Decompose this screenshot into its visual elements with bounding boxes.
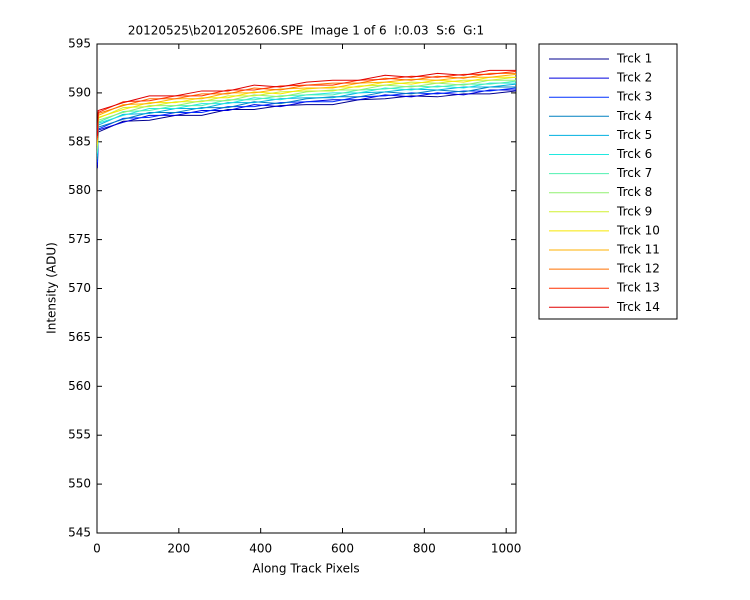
y-tick-label: 575 — [68, 232, 91, 246]
legend-label: Trck 9 — [616, 204, 652, 218]
legend-label: Trck 4 — [616, 109, 652, 123]
legend-label: Trck 7 — [616, 166, 652, 180]
y-tick-label: 550 — [68, 477, 91, 491]
data-line — [96, 80, 517, 152]
chart-title: 20120525\b2012052606.SPE Image 1 of 6 I:… — [128, 24, 484, 38]
x-tick-label: 600 — [331, 542, 354, 556]
legend-label: Trck 12 — [616, 262, 660, 276]
y-tick-label: 560 — [68, 379, 91, 393]
legend-label: Trck 14 — [616, 300, 660, 314]
data-line — [96, 70, 517, 138]
legend-label: Trck 6 — [616, 147, 652, 161]
y-tick-label: 595 — [68, 37, 91, 51]
legend-label: Trck 5 — [616, 128, 652, 142]
legend-label: Trck 11 — [616, 243, 660, 257]
legend-label: Trck 1 — [616, 52, 652, 66]
y-tick-label: 570 — [68, 281, 91, 295]
plot-area — [96, 43, 517, 534]
legend — [538, 43, 678, 320]
y-tick-label: 565 — [68, 330, 91, 344]
data-line — [96, 87, 517, 163]
y-tick-label: 580 — [68, 183, 91, 197]
data-line — [96, 90, 517, 169]
legend-label: Trck 8 — [616, 185, 652, 199]
y-tick-label: 555 — [68, 428, 91, 442]
y-tick-label: 590 — [68, 85, 91, 99]
data-line — [96, 69, 516, 136]
x-tick-label: 400 — [249, 542, 272, 556]
y-axis-label: Intensity (ADU) — [45, 242, 59, 334]
x-tick-label: 1000 — [491, 542, 522, 556]
legend-label: Trck 3 — [616, 90, 652, 104]
x-tick-label: 800 — [413, 542, 436, 556]
x-axis-label: Along Track Pixels — [252, 562, 359, 576]
y-tick-label: 545 — [68, 526, 91, 540]
y-tick-label: 585 — [68, 134, 91, 148]
legend-label: Trck 2 — [616, 71, 652, 85]
x-tick-label: 0 — [93, 542, 101, 556]
legend-label: Trck 10 — [616, 223, 660, 237]
data-line — [96, 83, 517, 157]
x-tick-label: 200 — [167, 542, 190, 556]
data-line — [96, 73, 517, 142]
legend-label: Trck 13 — [616, 281, 660, 295]
